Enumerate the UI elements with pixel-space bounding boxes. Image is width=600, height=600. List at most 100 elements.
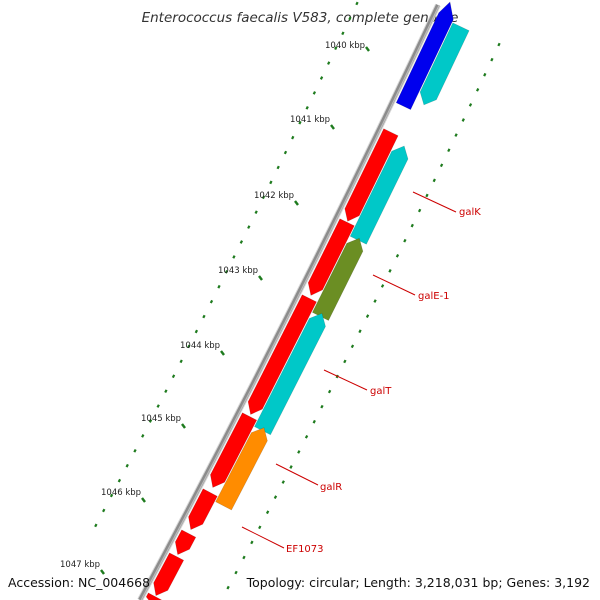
outer-dot [273,495,278,499]
outer-dot [234,570,238,575]
inner-dot [125,463,129,468]
outer-dot [265,510,270,515]
feature-red-8 [145,592,163,600]
outer-dot [417,208,422,213]
inner-dot [171,374,176,379]
gene-label-galE-1: galE-1 [418,291,450,302]
outer-dot [439,163,444,168]
gene-label-galK: galK [459,207,481,218]
outer-dot [281,480,285,484]
inner-dot [298,120,302,125]
ruler-label: 1041 kbp [290,115,330,125]
feature-red-5 [188,488,218,531]
inner-dot [141,434,145,438]
label-leader [412,191,457,213]
ruler-label: 1047 kbp [60,560,100,570]
inner-dot [179,359,183,364]
label-leader [241,526,285,549]
inner-dot [261,195,266,200]
outer-dot [380,284,385,288]
accession-text: Accession: NC_004668 [8,575,151,590]
inner-dot [276,165,280,170]
feature-cyan-outer [419,22,470,106]
feature-red-1 [344,128,399,222]
inner-dot [348,16,352,21]
inner-dot [254,210,258,215]
inner-dot [327,61,331,65]
inner-dot [109,493,114,498]
ruler-label: 1044 kbp [180,341,220,351]
gene-labels: galK galE-1 galT galR EF1073 [241,191,481,555]
inner-dot [291,135,295,140]
inner-dot [341,31,345,36]
outer-dot [476,88,480,92]
backbone-line [138,4,440,600]
feature-red-7 [153,552,185,597]
outer-dot [312,419,316,424]
backbone-highlight [140,4,440,600]
outer-dot [304,434,309,439]
ruler: 1040 kbp 1041 kbp 1042 kbp 1043 kbp 1044 kbp… [60,41,370,575]
gene-label-galR: galR [320,482,342,493]
outer-dot [403,238,407,243]
outer-dot [425,193,429,198]
ruler-label: 1043 kbp [218,266,258,276]
inner-dot [148,419,153,423]
feature-galE-1 [311,237,364,321]
ruler-tick [365,46,370,52]
inner-dot [334,46,338,51]
outer-dot [468,103,473,107]
genome-summary-text: Topology: circular; Length: 3,218,031 bp… [246,575,590,590]
ruler-tick [220,350,225,356]
feature-galT [254,312,326,436]
inner-dot [239,240,244,244]
feature-blue [395,1,454,111]
label-leader [372,274,416,296]
ruler-tick [100,569,105,575]
outer-dot [395,253,400,258]
outer-dot [226,585,230,590]
outer-dot [258,525,262,530]
ruler-tick [141,497,146,503]
inner-dot [194,329,199,334]
inner-dot [283,150,288,155]
outer-dot [461,118,465,122]
inner-dot [269,180,273,185]
label-leader [275,463,319,486]
outer-dot [327,389,332,394]
inner-dot [164,389,168,393]
feature-red-6 [174,529,197,556]
inner-dot [312,91,317,95]
outer-dot [343,359,347,364]
inner-dot [133,448,137,453]
inner-dot [102,508,106,513]
ruler-label: 1045 kbp [141,414,181,424]
inner-dot [117,478,122,483]
ruler-tick [181,423,186,429]
feature-red-3 [247,294,317,415]
feature-galR [215,427,268,511]
outer-dot [454,133,458,137]
inner-dot [355,1,359,6]
feature-track [145,1,470,600]
outer-dot [432,178,436,183]
outer-dot [490,57,494,62]
outer-dot [365,314,370,318]
outer-dot [447,148,451,153]
inner-dot [224,270,229,274]
outer-dot [242,555,246,560]
outer-dot [388,269,392,273]
ruler-tick [258,275,263,281]
feature-red-4 [210,412,258,488]
outer-dot [350,344,355,349]
inner-dot [94,523,98,528]
outer-dot [289,465,293,469]
outer-dot [358,329,362,334]
genome-backbone [137,3,441,600]
outer-dot [410,223,414,228]
inner-dot [247,225,251,229]
map-title: Enterococcus faecalis V583, complete gen… [141,10,459,26]
feature-galK [349,145,409,245]
ruler-tick [294,200,299,206]
